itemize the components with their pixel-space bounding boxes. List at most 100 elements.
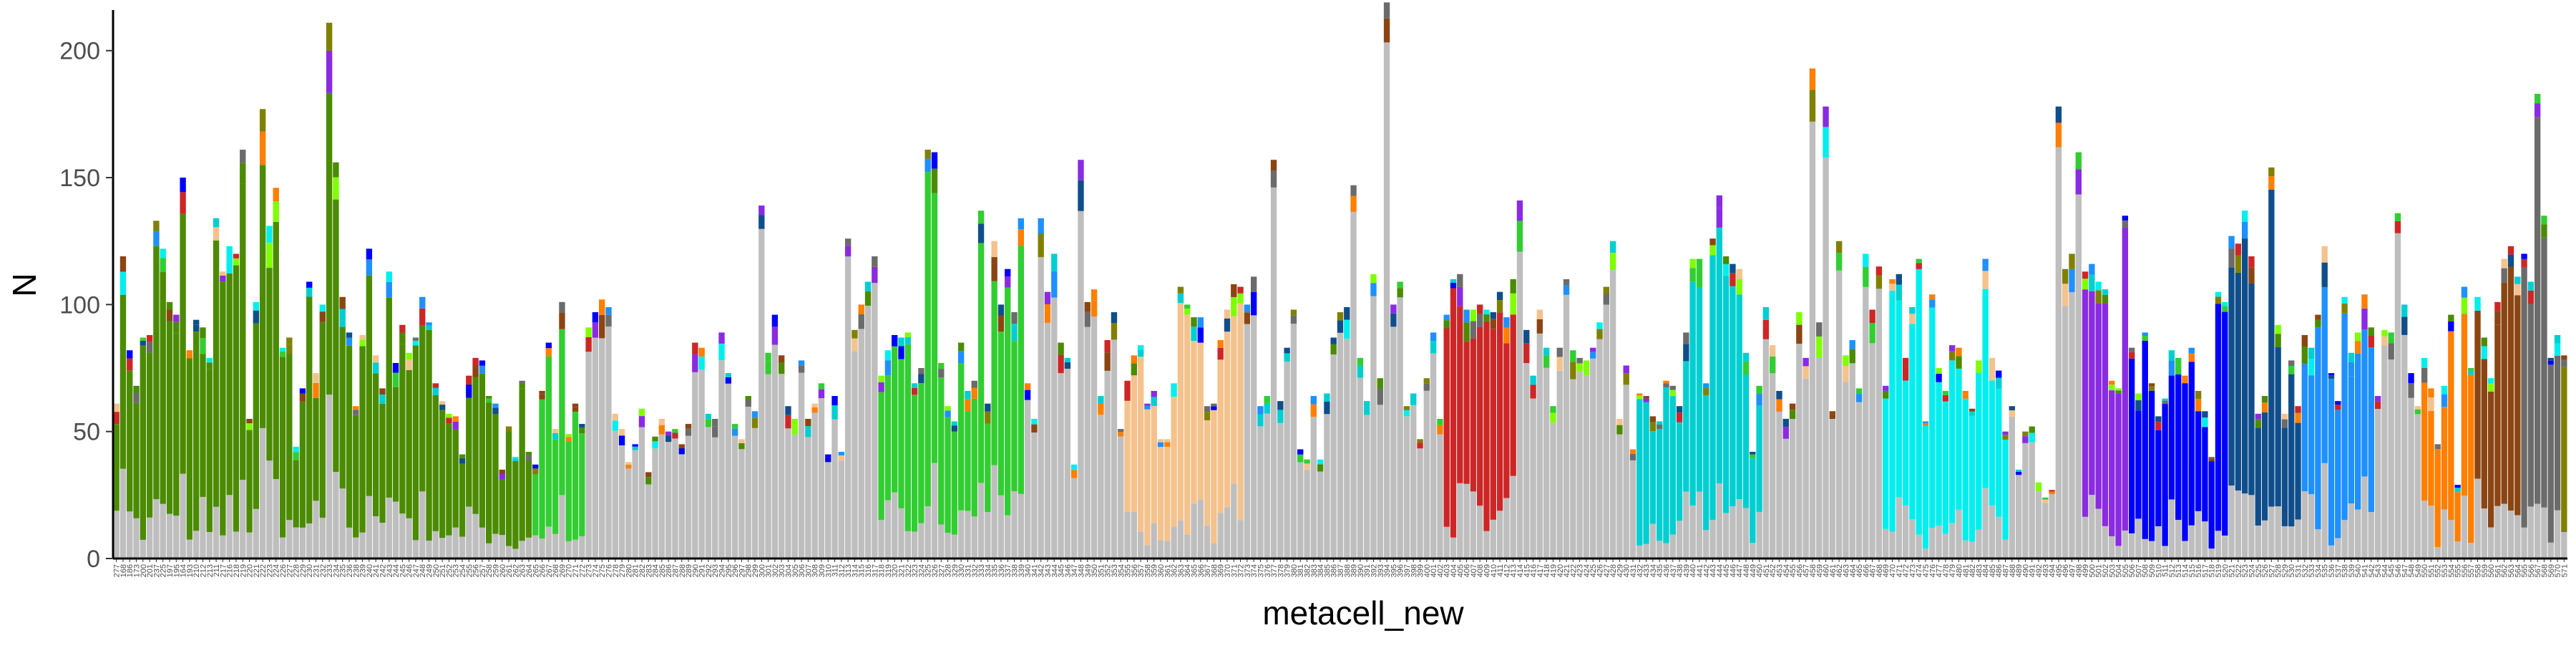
- x-tick-label: 304: [784, 564, 793, 577]
- bar-segment: [1948, 523, 1956, 558]
- bar-segment: [1071, 470, 1078, 478]
- bar-segment: [206, 369, 213, 533]
- bar-segment: [2248, 256, 2255, 268]
- bar-segment: [512, 548, 519, 558]
- bar-segment: [1709, 519, 1716, 558]
- bar-segment: [2527, 290, 2534, 304]
- bar-segment: [911, 395, 918, 532]
- bar-segment: [220, 535, 226, 558]
- bar-segment: [1111, 339, 1118, 558]
- bar-segment: [253, 323, 260, 509]
- x-tick-label: 483: [1975, 564, 1984, 577]
- bar-segment: [2454, 485, 2461, 488]
- bar-segment: [2062, 306, 2069, 558]
- bar-segment: [113, 424, 119, 511]
- bar-segment: [2168, 360, 2175, 376]
- x-tick-label: 426: [1596, 564, 1605, 577]
- bar-segment: [2487, 378, 2494, 384]
- x-tick-label: 334: [984, 564, 992, 577]
- bar-segment: [200, 354, 206, 497]
- bar-segment: [1304, 463, 1310, 470]
- bar-segment: [2228, 267, 2235, 486]
- x-tick-label: 257: [479, 564, 487, 577]
- bar-segment: [618, 445, 625, 558]
- bar-segment: [1078, 211, 1084, 558]
- x-tick-label: 273: [585, 564, 594, 577]
- bar-segment: [645, 484, 652, 558]
- bar-segment: [113, 403, 119, 412]
- bar-segment: [2481, 508, 2487, 558]
- bar-segment: [1902, 380, 1909, 506]
- bar-segment: [273, 188, 279, 202]
- bar-segment: [446, 535, 452, 558]
- bar-segment: [1636, 395, 1643, 400]
- bar-segment: [1590, 352, 1596, 359]
- x-tick-label: 323: [911, 564, 919, 577]
- bar-segment: [892, 363, 898, 493]
- bar-segment: [492, 414, 499, 534]
- bar-segment: [2241, 221, 2248, 239]
- bar-segment: [1290, 324, 1297, 558]
- bar-segment: [1104, 352, 1111, 371]
- bar-segment: [971, 516, 977, 558]
- bar-segment: [2261, 402, 2268, 412]
- bar-segment: [2448, 520, 2454, 558]
- x-tick-label: 414: [1516, 564, 1525, 577]
- x-tick-label: 379: [1284, 564, 1292, 577]
- bar-segment: [2335, 538, 2341, 558]
- bar-segment: [2374, 401, 2381, 410]
- bar-segment: [233, 265, 240, 532]
- bar-segment: [1237, 303, 1244, 521]
- x-tick-label: 526: [2261, 564, 2270, 577]
- bar-segment: [412, 340, 419, 346]
- bar-segment: [1570, 362, 1576, 379]
- bar-segment: [779, 362, 785, 374]
- bar-segment: [1005, 287, 1011, 516]
- bar-segment: [831, 396, 838, 406]
- x-tick-label: 388: [1343, 564, 1352, 577]
- bar-segment: [1629, 460, 1636, 558]
- bar-segment: [353, 410, 359, 415]
- bar-segment: [2255, 413, 2261, 420]
- bar-segment: [1916, 263, 1922, 269]
- bar-segment: [1722, 263, 1729, 276]
- bar-segment: [838, 452, 845, 455]
- bar-segment: [2295, 412, 2301, 423]
- bar-segment: [1603, 294, 1609, 305]
- bar-segment: [1184, 534, 1191, 558]
- x-tick-label: 454: [1782, 564, 1791, 577]
- x-tick-label: 385: [1323, 564, 1332, 577]
- bar-segment: [852, 329, 858, 339]
- bar-segment: [2055, 106, 2062, 123]
- bar-segment: [206, 357, 213, 363]
- bar-segment: [1843, 382, 1849, 558]
- bar-segment: [306, 523, 313, 558]
- bar-segment: [1649, 431, 1657, 524]
- bar-segment: [1483, 531, 1490, 558]
- x-tick-label: 436: [1662, 564, 1671, 577]
- bar-segment: [2428, 388, 2434, 398]
- bar-segment: [712, 437, 718, 558]
- bar-segment: [2348, 362, 2355, 377]
- bar-segment: [559, 329, 565, 495]
- bar-segment: [346, 345, 353, 528]
- bar-segment: [2308, 494, 2315, 558]
- x-tick-label: 240: [366, 564, 374, 577]
- bar-segment: [1357, 365, 1364, 378]
- x-tick-label: 529: [2281, 564, 2290, 577]
- bar-segment: [1191, 327, 1197, 342]
- bar-segment: [552, 429, 559, 433]
- bar-segment: [2561, 355, 2567, 360]
- bar-segment: [2328, 545, 2335, 558]
- x-tick-label: 488: [2009, 564, 2017, 577]
- x-tick-label: 245: [399, 564, 407, 577]
- bar-segment: [2481, 359, 2487, 509]
- x-tick-label: 220: [246, 564, 255, 577]
- bar-segment: [2255, 427, 2261, 526]
- bar-segment: [572, 403, 579, 407]
- x-tick-label: 368: [1210, 564, 1219, 577]
- bar-segment: [1736, 499, 1742, 558]
- x-tick-label: 438: [1676, 564, 1684, 577]
- bar-segment: [2069, 269, 2075, 292]
- x-tick-label: 340: [1024, 564, 1033, 577]
